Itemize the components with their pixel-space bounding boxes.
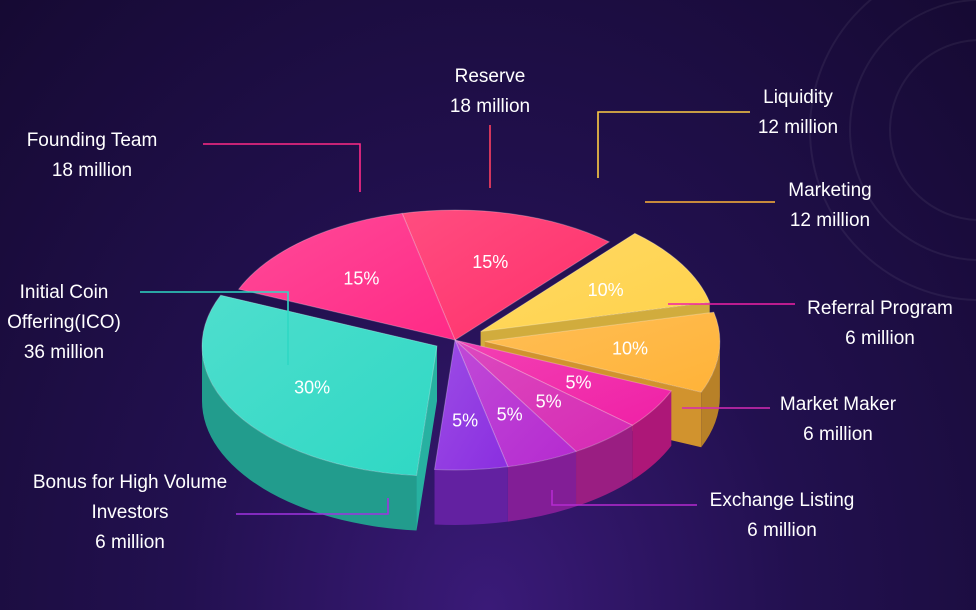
background-arc: [889, 39, 976, 221]
leader-line: [203, 143, 361, 192]
slice-label: 12 million: [758, 117, 838, 138]
slice-side-wall: [632, 390, 672, 481]
leader-lines: [140, 111, 795, 515]
slice-label: 6 million: [747, 520, 817, 541]
slice-label: Investors: [91, 502, 168, 523]
background-arc: [849, 0, 976, 261]
percent-label: 10%: [588, 280, 624, 300]
percent-labels: 15%10%10%5%5%5%5%30%15%: [294, 252, 648, 431]
slice-label: 18 million: [52, 160, 132, 181]
slice-label: Founding Team: [27, 130, 158, 151]
slice-label: Exchange Listing: [710, 490, 855, 511]
slice-label: Marketing: [788, 180, 871, 201]
slice-top: [237, 212, 456, 341]
slice-top: [480, 232, 711, 332]
slice-side-wall: [701, 341, 720, 448]
slice-label: 6 million: [803, 424, 873, 445]
slice-side-wall: [576, 425, 633, 507]
slice-side-wall: [434, 466, 508, 525]
slice-label: Liquidity: [763, 87, 833, 108]
slice-label: 12 million: [790, 210, 870, 231]
pie-tops: [201, 209, 721, 477]
slice-label: 6 million: [845, 328, 915, 349]
percent-label: 15%: [472, 252, 508, 272]
slice-label: 18 million: [450, 96, 530, 117]
slice-top: [454, 339, 634, 452]
slice-label: 36 million: [24, 342, 104, 363]
percent-label: 15%: [343, 268, 379, 288]
slice-label: 6 million: [95, 532, 165, 553]
slice-label: Offering(ICO): [7, 312, 121, 333]
slice-top: [401, 209, 611, 341]
percent-label: 5%: [497, 405, 523, 425]
background-arc: [809, 0, 976, 301]
percent-label: 30%: [294, 378, 330, 398]
slice-top: [454, 339, 577, 468]
slice-side-wall: [202, 346, 417, 531]
slice-top: [454, 339, 673, 426]
slice-label: Reserve: [455, 66, 526, 87]
percent-label: 10%: [612, 338, 648, 358]
slice-label: Bonus for High Volume: [33, 472, 227, 493]
slice-label: Initial Coin: [20, 282, 109, 303]
background-arcs: [809, 0, 976, 301]
leader-line: [140, 291, 289, 365]
slice-top: [484, 311, 721, 393]
leader-line: [236, 498, 389, 515]
percent-label: 5%: [566, 373, 592, 393]
leader-line: [551, 490, 697, 506]
leader-line: [597, 111, 750, 178]
slice-top: [433, 338, 509, 471]
slice-side-wall: [507, 451, 577, 522]
percent-label: 5%: [452, 410, 478, 430]
percent-label: 5%: [536, 392, 562, 412]
slice-top: [201, 294, 438, 477]
slice-labels: Reserve 18 million Liquidity 12 million Mark…: [7, 66, 953, 553]
slice-label: Referral Program: [807, 298, 953, 319]
slice-label: Market Maker: [780, 394, 897, 415]
